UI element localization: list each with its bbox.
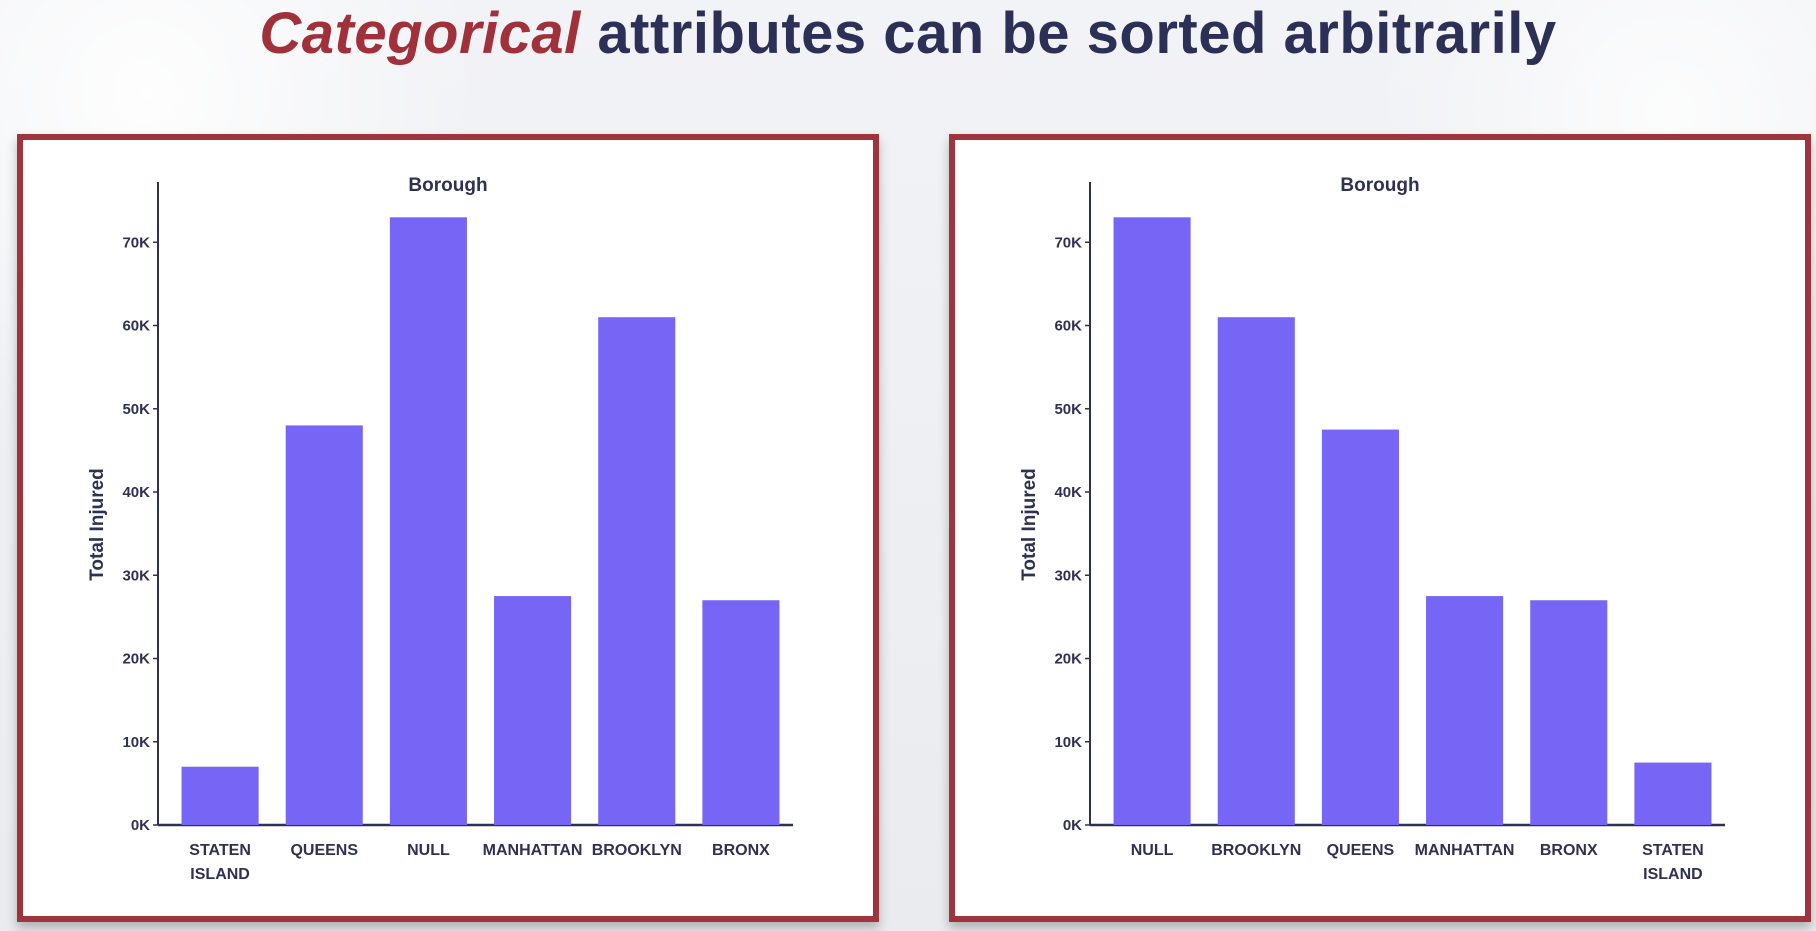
y-tick-label: 10K bbox=[1054, 734, 1082, 751]
x-tick-label: NULL bbox=[407, 842, 450, 859]
y-tick-label: 40K bbox=[1054, 484, 1082, 501]
y-tick-label: 20K bbox=[1054, 651, 1082, 668]
x-tick-label: STATEN ISLAND bbox=[189, 842, 251, 883]
bar-chart-sorted: Borough Total Injured 0K 10K 20K 30K 40K 50K 60K… bbox=[1019, 175, 1725, 883]
bar-queens bbox=[285, 425, 363, 825]
chart-panel-unsorted: Borough Total Injured 0K 10K 20K 30K 40K 50K 60K… bbox=[17, 134, 879, 922]
bar-staten-island bbox=[181, 766, 259, 825]
bar-null bbox=[389, 217, 467, 825]
y-tick-label: 0K bbox=[131, 817, 150, 834]
title-accent-word: Categorical bbox=[259, 1, 581, 66]
bar-null bbox=[1113, 217, 1191, 825]
x-tick-label: BROOKLYN bbox=[1211, 842, 1301, 859]
y-tick-label: 0K bbox=[1063, 817, 1082, 834]
bar-bronx bbox=[702, 600, 780, 825]
x-tick-label: QUEENS bbox=[1327, 842, 1395, 859]
chart-title-sorted: Borough bbox=[1340, 175, 1419, 196]
y-tick-label: 40K bbox=[122, 484, 150, 501]
bar-queens bbox=[1321, 429, 1399, 825]
y-tick-label: 30K bbox=[1054, 567, 1082, 584]
bar-manhattan bbox=[494, 596, 572, 825]
y-tick-label: 10K bbox=[122, 734, 150, 751]
y-tick-label: 60K bbox=[122, 318, 150, 335]
bar-manhattan bbox=[1426, 596, 1504, 825]
bar-chart-unsorted: Borough Total Injured 0K 10K 20K 30K 40K 50K 60K… bbox=[87, 175, 793, 883]
y-tick-label: 20K bbox=[122, 651, 150, 668]
y-tick-label: 30K bbox=[122, 567, 150, 584]
x-tick-label: BRONX bbox=[1540, 842, 1598, 859]
bar-staten-island bbox=[1634, 762, 1712, 825]
y-axis-title-sorted: Total Injured bbox=[1019, 468, 1040, 581]
chart-panel-sorted: Borough Total Injured 0K 10K 20K 30K 40K 50K 60K… bbox=[949, 134, 1811, 922]
x-tick-label: BRONX bbox=[712, 842, 770, 859]
x-tick-label: MANHATTAN bbox=[483, 842, 583, 859]
title-rest: attributes can be sorted arbitrarily bbox=[597, 1, 1557, 66]
y-tick-label: 70K bbox=[1054, 234, 1082, 251]
bar-brooklyn bbox=[598, 317, 676, 825]
y-tick-label: 50K bbox=[1054, 401, 1082, 418]
bar-bronx bbox=[1530, 600, 1608, 825]
y-tick-label: 50K bbox=[122, 401, 150, 418]
x-tick-label: MANHATTAN bbox=[1415, 842, 1515, 859]
x-tick-label: STATEN ISLAND bbox=[1642, 842, 1704, 883]
x-tick-label: NULL bbox=[1131, 842, 1174, 859]
y-tick-label: 70K bbox=[122, 234, 150, 251]
chart-title-unsorted: Borough bbox=[408, 175, 487, 196]
y-axis-title-unsorted: Total Injured bbox=[87, 468, 108, 581]
bar-brooklyn bbox=[1217, 317, 1295, 825]
slide-title: Categorical attributes can be sorted arb… bbox=[0, 2, 1816, 66]
x-tick-label: BROOKLYN bbox=[592, 842, 682, 859]
y-tick-label: 60K bbox=[1054, 318, 1082, 335]
x-tick-label: QUEENS bbox=[290, 842, 358, 859]
